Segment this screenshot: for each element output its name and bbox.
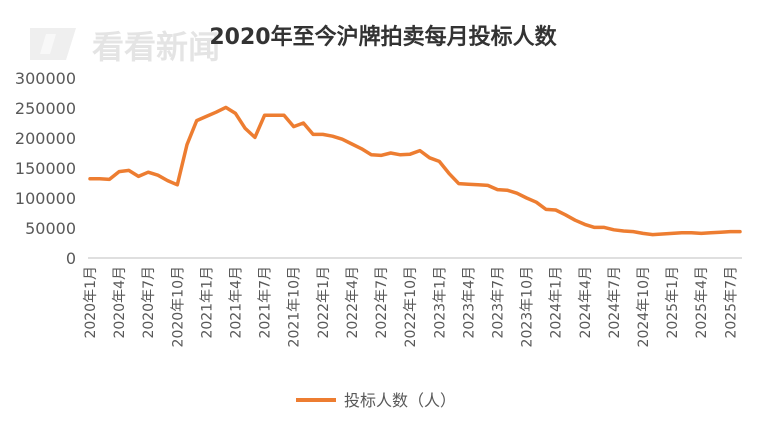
x-tick-label: 2020年7月 xyxy=(141,266,157,339)
x-axis: 2020年1月 2020年4月 2020年7月 2020年10月 2021年1月 2021… xyxy=(83,266,739,347)
y-tick-label: 50000 xyxy=(25,219,76,238)
x-tick-label: 2023年10月 xyxy=(520,266,536,347)
x-tick-label: 2023年4月 xyxy=(461,266,477,339)
x-tick-label: 2023年7月 xyxy=(490,266,506,339)
y-tick-label: 300000 xyxy=(15,69,76,88)
watermark-logo xyxy=(30,28,76,60)
x-tick-label: 2025年4月 xyxy=(694,266,710,339)
y-tick-label: 0 xyxy=(66,249,76,268)
y-tick-label: 100000 xyxy=(15,189,76,208)
chart-title: 2020年至今沪牌拍卖每月投标人数 xyxy=(209,24,557,50)
x-tick-label: 2021年4月 xyxy=(229,266,245,339)
x-tick-label: 2022年10月 xyxy=(403,266,419,347)
y-tick-label: 150000 xyxy=(15,159,76,178)
x-tick-label: 2022年1月 xyxy=(316,266,332,339)
x-tick-label: 2021年10月 xyxy=(287,266,303,347)
x-tick-label: 2020年4月 xyxy=(112,266,128,339)
x-tick-label: 2025年1月 xyxy=(665,266,681,339)
watermark-text: 看看新闻 xyxy=(92,28,220,66)
series-line xyxy=(88,105,742,237)
y-tick-label: 200000 xyxy=(15,129,76,148)
x-tick-label: 2020年10月 xyxy=(170,266,186,347)
x-tick-label: 2020年1月 xyxy=(83,266,99,339)
x-tick-label: 2022年7月 xyxy=(374,266,390,339)
x-tick-label: 2021年7月 xyxy=(258,266,274,339)
x-tick-label: 2021年1月 xyxy=(199,266,215,339)
y-axis: 0 50000 100000 150000 200000 250000 300000 xyxy=(15,69,76,268)
x-tick-label: 2024年10月 xyxy=(636,266,652,347)
x-tick-label: 2025年7月 xyxy=(723,266,739,339)
legend-label: 投标人数（人） xyxy=(344,391,456,410)
y-tick-label: 250000 xyxy=(15,99,76,118)
x-tick-label: 2024年7月 xyxy=(607,266,623,339)
x-tick-label: 2024年1月 xyxy=(549,266,565,339)
series-layer xyxy=(88,105,742,237)
legend: 投标人数（人） xyxy=(296,391,456,410)
x-tick-label: 2024年4月 xyxy=(578,266,594,339)
x-tick-label: 2022年4月 xyxy=(345,266,361,339)
x-tick-label: 2023年1月 xyxy=(432,266,448,339)
